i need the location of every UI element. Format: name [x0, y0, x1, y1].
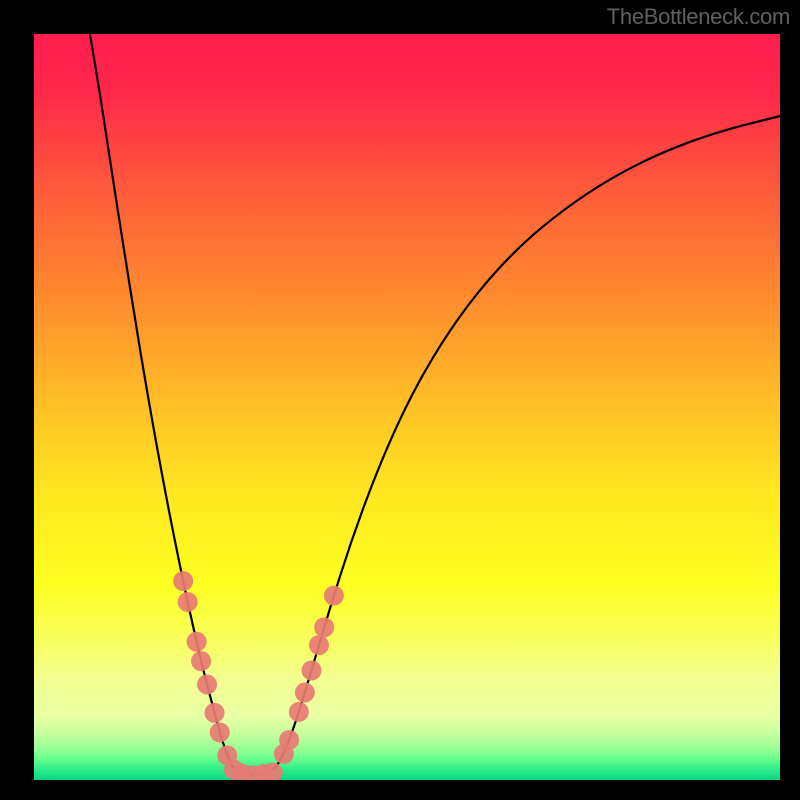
- chart-svg: [34, 34, 780, 780]
- data-marker: [295, 683, 315, 703]
- data-marker: [302, 660, 322, 680]
- data-marker: [178, 592, 198, 612]
- data-marker: [279, 730, 299, 750]
- data-marker: [191, 651, 211, 671]
- data-marker: [289, 702, 309, 722]
- data-marker: [314, 617, 334, 637]
- frame-border-right: [780, 0, 800, 800]
- frame-border-bottom: [0, 780, 800, 800]
- data-marker: [309, 635, 329, 655]
- data-marker: [324, 586, 344, 606]
- frame-border-left: [0, 0, 34, 800]
- data-marker: [173, 571, 193, 591]
- watermark-text: TheBottleneck.com: [607, 4, 790, 30]
- data-marker: [210, 722, 230, 742]
- bottleneck-curve-chart: [34, 34, 780, 780]
- data-marker: [205, 703, 225, 723]
- data-marker: [197, 674, 217, 694]
- data-marker: [187, 632, 207, 652]
